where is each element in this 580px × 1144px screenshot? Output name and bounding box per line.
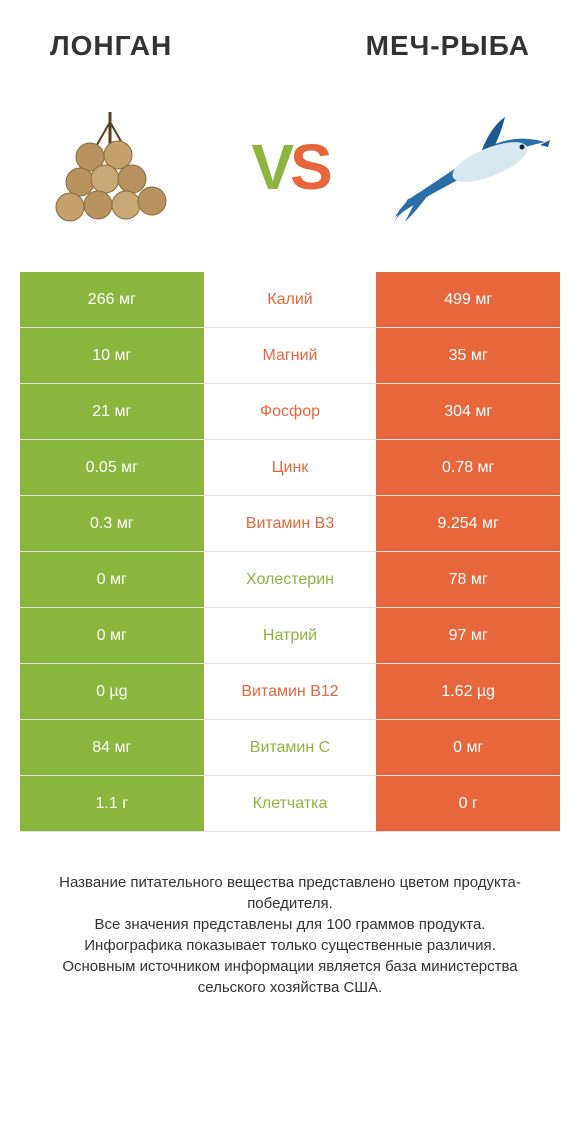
cell-nutrient-label: Магний	[204, 328, 377, 383]
vs-label: VS	[251, 130, 328, 204]
footer-line-1: Название питательного вещества представл…	[30, 872, 550, 914]
table-row: 0.3 мгВитамин B39.254 мг	[20, 496, 560, 552]
table-row: 21 мгФосфор304 мг	[20, 384, 560, 440]
header-row: ЛОНГАН МЕЧ-РЫБА	[0, 0, 580, 72]
comparison-table: 266 мгКалий499 мг10 мгМагний35 мг21 мгФо…	[0, 272, 580, 832]
cell-right-value: 1.62 µg	[376, 664, 560, 719]
cell-left-value: 0 µg	[20, 664, 204, 719]
images-row: VS	[0, 72, 580, 272]
comparison-infographic: ЛОНГАН МЕЧ-РЫБА VS	[0, 0, 580, 1144]
cell-left-value: 0 мг	[20, 608, 204, 663]
cell-right-value: 499 мг	[376, 272, 560, 327]
cell-right-value: 0.78 мг	[376, 440, 560, 495]
cell-left-value: 84 мг	[20, 720, 204, 775]
cell-nutrient-label: Калий	[204, 272, 377, 327]
vs-s: S	[290, 131, 329, 203]
cell-right-value: 9.254 мг	[376, 496, 560, 551]
swordfish-image	[390, 97, 550, 237]
cell-nutrient-label: Натрий	[204, 608, 377, 663]
cell-left-value: 266 мг	[20, 272, 204, 327]
cell-right-value: 0 г	[376, 776, 560, 831]
cell-right-value: 78 мг	[376, 552, 560, 607]
title-right: МЕЧ-РЫБА	[366, 30, 530, 62]
cell-right-value: 0 мг	[376, 720, 560, 775]
table-row: 0.05 мгЦинк0.78 мг	[20, 440, 560, 496]
cell-right-value: 97 мг	[376, 608, 560, 663]
cell-left-value: 0.3 мг	[20, 496, 204, 551]
cell-nutrient-label: Фосфор	[204, 384, 377, 439]
cell-nutrient-label: Холестерин	[204, 552, 377, 607]
table-row: 0 мгХолестерин78 мг	[20, 552, 560, 608]
cell-left-value: 0.05 мг	[20, 440, 204, 495]
footer-notes: Название питательного вещества представл…	[0, 832, 580, 1018]
cell-right-value: 304 мг	[376, 384, 560, 439]
title-left: ЛОНГАН	[50, 30, 172, 62]
table-row: 266 мгКалий499 мг	[20, 272, 560, 328]
table-row: 0 µgВитамин B121.62 µg	[20, 664, 560, 720]
longan-image	[30, 97, 190, 237]
table-row: 10 мгМагний35 мг	[20, 328, 560, 384]
table-row: 0 мгНатрий97 мг	[20, 608, 560, 664]
cell-left-value: 0 мг	[20, 552, 204, 607]
cell-left-value: 1.1 г	[20, 776, 204, 831]
cell-nutrient-label: Витамин C	[204, 720, 377, 775]
cell-left-value: 21 мг	[20, 384, 204, 439]
cell-nutrient-label: Витамин B3	[204, 496, 377, 551]
cell-nutrient-label: Клетчатка	[204, 776, 377, 831]
table-row: 1.1 гКлетчатка0 г	[20, 776, 560, 832]
cell-right-value: 35 мг	[376, 328, 560, 383]
cell-nutrient-label: Витамин B12	[204, 664, 377, 719]
footer-line-2: Все значения представлены для 100 граммо…	[30, 914, 550, 935]
footer-line-4: Основным источником информации является …	[30, 956, 550, 998]
cell-left-value: 10 мг	[20, 328, 204, 383]
vs-v: V	[251, 131, 290, 203]
cell-nutrient-label: Цинк	[204, 440, 377, 495]
table-row: 84 мгВитамин C0 мг	[20, 720, 560, 776]
footer-line-3: Инфографика показывает только существенн…	[30, 935, 550, 956]
